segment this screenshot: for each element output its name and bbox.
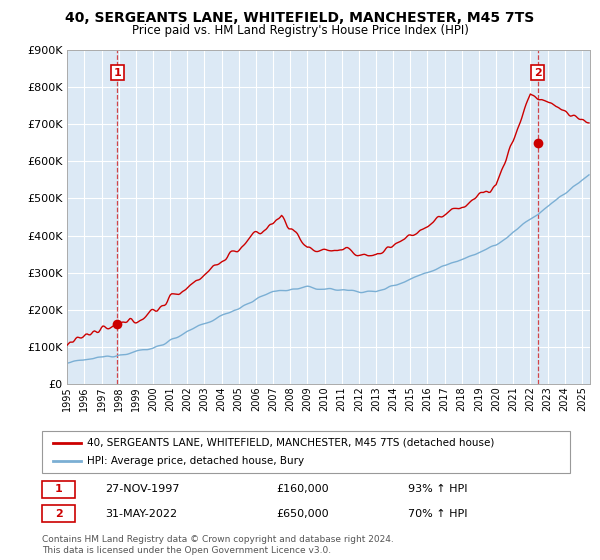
- Text: 27-NOV-1997: 27-NOV-1997: [105, 484, 179, 494]
- Text: HPI: Average price, detached house, Bury: HPI: Average price, detached house, Bury: [87, 456, 304, 466]
- Text: 31-MAY-2022: 31-MAY-2022: [105, 508, 177, 519]
- Text: £650,000: £650,000: [276, 508, 329, 519]
- Text: £160,000: £160,000: [276, 484, 329, 494]
- Text: Contains HM Land Registry data © Crown copyright and database right 2024.
This d: Contains HM Land Registry data © Crown c…: [42, 535, 394, 555]
- Text: 40, SERGEANTS LANE, WHITEFIELD, MANCHESTER, M45 7TS: 40, SERGEANTS LANE, WHITEFIELD, MANCHEST…: [65, 11, 535, 25]
- Text: 70% ↑ HPI: 70% ↑ HPI: [408, 508, 467, 519]
- Text: 2: 2: [533, 68, 541, 78]
- Text: Price paid vs. HM Land Registry's House Price Index (HPI): Price paid vs. HM Land Registry's House …: [131, 24, 469, 37]
- Text: 40, SERGEANTS LANE, WHITEFIELD, MANCHESTER, M45 7TS (detached house): 40, SERGEANTS LANE, WHITEFIELD, MANCHEST…: [87, 438, 494, 448]
- Text: 2: 2: [55, 508, 62, 519]
- Text: 1: 1: [55, 484, 62, 494]
- Text: 1: 1: [113, 68, 121, 78]
- Text: 93% ↑ HPI: 93% ↑ HPI: [408, 484, 467, 494]
